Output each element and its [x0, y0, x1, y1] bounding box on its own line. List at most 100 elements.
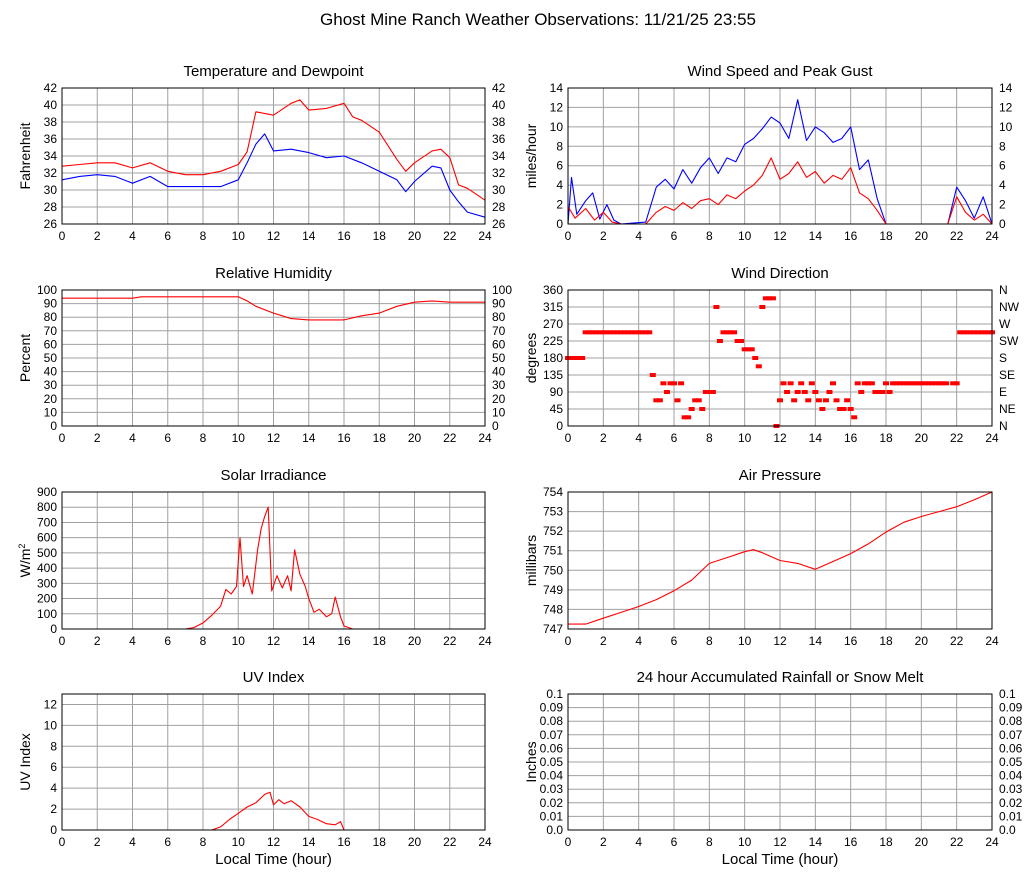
data-point [861, 381, 868, 386]
x-tick-label: 14 [809, 229, 823, 243]
x-tick-label: 24 [478, 634, 492, 648]
data-point [646, 330, 653, 335]
y-tick-label: 315 [543, 300, 563, 314]
data-point [596, 330, 603, 335]
data-point [847, 407, 854, 411]
data-point [900, 381, 907, 386]
y-axis-label: UV Index [17, 733, 33, 791]
series-line-relative-humidity [62, 296, 485, 321]
x-tick-label: 18 [879, 835, 893, 849]
data-point [667, 381, 674, 386]
data-point [688, 407, 695, 411]
x-tick-label: 6 [164, 431, 171, 445]
x-tick-label: 16 [844, 634, 858, 648]
y-tick-label: 749 [543, 583, 563, 597]
y-tick-label-right: 0.1 [999, 687, 1016, 701]
y-tick-label-right: 4 [999, 178, 1006, 192]
x-tick-label: 2 [600, 835, 607, 849]
data-point [794, 390, 801, 394]
data-point [978, 330, 985, 335]
y-tick-label-right: 10 [492, 405, 506, 419]
x-tick-label: 18 [879, 431, 893, 445]
x-tick-label: 10 [232, 835, 246, 849]
data-point [695, 398, 702, 403]
x-tick-label: 22 [950, 431, 964, 445]
y-axis-label: degrees [523, 333, 539, 384]
x-tick-label: 4 [635, 431, 642, 445]
y-axis-label: miles/hour [523, 123, 539, 188]
x-tick-label: 18 [879, 229, 893, 243]
y-tick-label-right: 0.01 [999, 809, 1023, 823]
data-point [762, 296, 769, 301]
series-line-solar-irradiance [62, 506, 485, 630]
y-tick-label-right: 28 [492, 200, 506, 214]
x-tick-label: 12 [773, 431, 787, 445]
x-tick-label: 8 [706, 229, 713, 243]
y-tick-label: 360 [543, 283, 563, 297]
y-tick-label: 38 [44, 115, 58, 129]
data-point [709, 390, 716, 394]
plot-frame [61, 693, 486, 831]
x-tick-label: 16 [337, 835, 351, 849]
y-tick-label-right: 0.04 [999, 769, 1023, 783]
chart-title: Wind Direction [731, 265, 829, 282]
x-tick-label: 6 [671, 229, 678, 243]
x-tick-label: 12 [267, 431, 281, 445]
y-tick-label: 6 [556, 159, 563, 173]
data-point [936, 381, 942, 386]
y-tick-label: 750 [543, 563, 563, 577]
x-tick-label: 4 [635, 835, 642, 849]
x-tick-label: 16 [844, 835, 858, 849]
y-tick-label: 754 [543, 485, 563, 499]
x-tick-label: 20 [915, 835, 929, 849]
series-line-uv-index [62, 791, 485, 831]
y-tick-label-right: 32 [492, 166, 506, 180]
y-tick-label-right: 30 [492, 183, 506, 197]
data-point [628, 330, 635, 335]
x-tick-label: 4 [635, 634, 642, 648]
data-point [875, 390, 882, 394]
data-point [897, 381, 904, 386]
y-tick-label-right: 40 [492, 98, 506, 112]
y-tick-label: 10 [44, 405, 58, 419]
data-point [579, 356, 586, 360]
x-tick-label: 14 [302, 229, 316, 243]
y-tick-label-right: 60 [492, 337, 506, 351]
y-tick-label: 90 [44, 297, 58, 311]
data-point [826, 390, 833, 394]
data-point [833, 398, 840, 403]
y-tick-label: 600 [37, 531, 57, 545]
x-tick-label: 10 [232, 634, 246, 648]
y-tick-label: 10 [550, 120, 564, 134]
x-tick-label: 16 [844, 229, 858, 243]
y-tick-label: 300 [37, 576, 57, 590]
data-point [921, 381, 928, 386]
data-point [660, 381, 667, 386]
data-point [904, 381, 911, 386]
data-point [738, 339, 745, 343]
data-point [950, 381, 957, 386]
data-point [713, 305, 720, 309]
page-title: Ghost Mine Ranch Weather Observations: 1… [320, 10, 756, 29]
y-tick-label-right: E [999, 385, 1007, 399]
y-axis-label: Inches [523, 741, 539, 782]
x-tick-label: 6 [164, 634, 171, 648]
chart-title: 24 hour Accumulated Rainfall or Snow Mel… [637, 669, 925, 686]
data-point [971, 330, 978, 335]
x-tick-label: 22 [950, 835, 964, 849]
y-tick-label-right: SE [999, 368, 1015, 382]
data-point [808, 381, 815, 386]
data-point [918, 381, 925, 386]
data-point [907, 381, 914, 386]
x-tick-label: 16 [337, 431, 351, 445]
y-tick-label: 0.07 [540, 728, 564, 742]
data-point [890, 381, 897, 386]
y-tick-label-right: 30 [492, 378, 506, 392]
data-point [830, 381, 836, 386]
x-tick-label: 12 [773, 229, 787, 243]
data-point [752, 356, 759, 360]
x-tick-label: 2 [94, 431, 101, 445]
x-tick-label: 0 [565, 835, 572, 849]
